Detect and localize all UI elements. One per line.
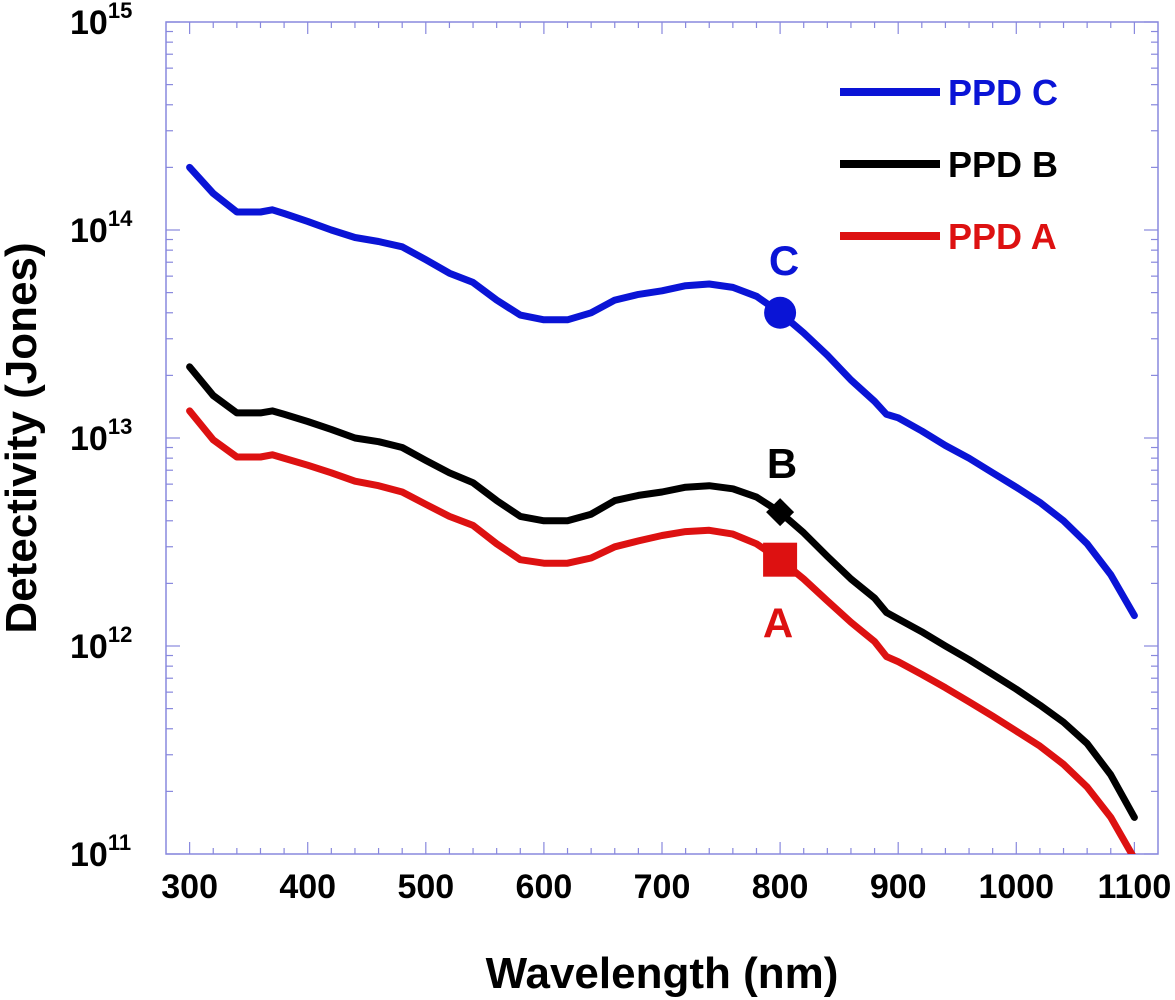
legend-label-ppd-c: PPD C bbox=[948, 72, 1058, 113]
x-tick-label: 800 bbox=[752, 868, 809, 906]
tick-labels: 300 400 500 600 700 800 900 1000 110010111012101… bbox=[70, 0, 1171, 906]
y-tick-label: 1013 bbox=[70, 414, 132, 458]
x-tick-label: 400 bbox=[279, 868, 336, 906]
legend-label-ppd-b: PPD B bbox=[948, 144, 1058, 185]
y-tick-label: 1014 bbox=[70, 206, 133, 250]
point-label-ppd-c: C bbox=[769, 237, 799, 284]
y-tick-label: 1015 bbox=[70, 0, 132, 42]
point-label-ppd-b: B bbox=[767, 440, 797, 487]
x-tick-label: 300 bbox=[161, 868, 218, 906]
point-label-ppd-a: A bbox=[763, 600, 793, 647]
y-tick-exponent: 13 bbox=[108, 414, 132, 439]
x-tick-label: 1000 bbox=[978, 868, 1054, 906]
y-tick-exponent: 12 bbox=[108, 622, 132, 647]
marker-layer: C B A bbox=[763, 237, 799, 647]
y-tick-base: 10 bbox=[70, 4, 108, 42]
y-tick-base: 10 bbox=[70, 212, 108, 250]
y-tick-base: 10 bbox=[70, 836, 108, 874]
legend: PPD C PPD B PPD A bbox=[840, 72, 1058, 257]
marker-ppd-c bbox=[764, 296, 797, 329]
series-line-ppd-a bbox=[186, 407, 1136, 854]
x-axis-title: Wavelength (nm) bbox=[486, 949, 839, 998]
y-tick-exponent: 15 bbox=[108, 0, 132, 23]
legend-label-ppd-a: PPD A bbox=[948, 216, 1057, 257]
x-tick-label: 600 bbox=[516, 868, 573, 906]
axis-ticks bbox=[166, 21, 1158, 855]
y-tick-base: 10 bbox=[70, 420, 108, 458]
y-tick-label: 1011 bbox=[70, 830, 131, 874]
y-tick-exponent: 14 bbox=[108, 206, 133, 231]
x-tick-label: 500 bbox=[397, 868, 454, 906]
series-line-ppd-c bbox=[186, 163, 1138, 620]
x-tick-label: 700 bbox=[634, 868, 691, 906]
marker-ppd-b bbox=[766, 498, 795, 527]
marker-ppd-a bbox=[763, 542, 798, 577]
y-axis-title: Detectivity (Jones) bbox=[0, 242, 46, 633]
x-tick-label: 1100 bbox=[1097, 868, 1171, 906]
x-tick-label: 900 bbox=[870, 868, 927, 906]
y-tick-label: 1012 bbox=[70, 622, 132, 666]
series-line-ppd-b bbox=[186, 363, 1138, 821]
series-layer bbox=[186, 163, 1138, 854]
y-tick-exponent: 11 bbox=[108, 830, 131, 855]
y-tick-base: 10 bbox=[70, 628, 108, 666]
